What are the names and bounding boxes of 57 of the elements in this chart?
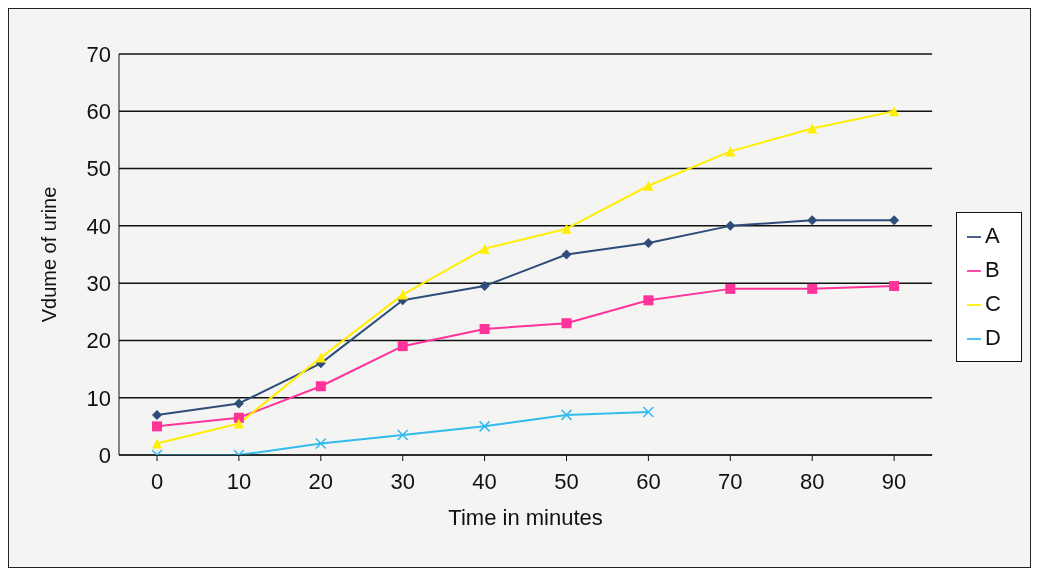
x-tick-label: 20: [308, 468, 334, 494]
point: [478, 420, 491, 433]
x-tick-label: 70: [718, 468, 743, 494]
y-tick-label: 0: [98, 442, 111, 468]
point: [152, 409, 162, 420]
point: [643, 180, 654, 191]
point: [561, 223, 572, 234]
point: [479, 281, 490, 292]
legend-label: C: [985, 291, 1001, 316]
point: [725, 220, 736, 231]
x-tick-label: 90: [881, 468, 907, 494]
y-axis-title: Vdume of urine: [38, 186, 61, 323]
y-tick-label: 60: [86, 99, 111, 125]
legend-label: D: [985, 325, 1001, 350]
point: [315, 352, 326, 363]
x-tick-label: 50: [554, 468, 579, 494]
legend-label: A: [985, 223, 1000, 248]
point: [315, 381, 326, 392]
point: [396, 429, 409, 441]
point: [642, 406, 655, 418]
point: [233, 398, 244, 409]
y-tick-label: 40: [86, 213, 111, 239]
point: [807, 123, 818, 134]
point: [315, 437, 327, 450]
point: [889, 215, 900, 226]
point: [152, 438, 162, 449]
point: [233, 418, 244, 429]
point: [807, 215, 818, 226]
x-tick-label: 30: [390, 468, 415, 494]
point: [397, 341, 408, 352]
point: [889, 106, 900, 117]
point: [560, 409, 573, 421]
point: [397, 289, 408, 300]
x-tick-label: 10: [226, 468, 252, 494]
point: [725, 146, 736, 157]
point: [479, 323, 490, 334]
point: [561, 318, 572, 329]
x-axis-title: Time in minutes: [448, 505, 603, 530]
point: [643, 238, 654, 249]
y-tick-label: 10: [86, 385, 111, 411]
point: [643, 295, 654, 306]
point: [233, 412, 244, 423]
point: [807, 283, 818, 294]
y-tick-label: 70: [86, 41, 111, 67]
x-tick-label: 80: [799, 468, 825, 494]
x-tick-label: 0: [150, 468, 164, 494]
y-tick-label: 50: [86, 156, 111, 182]
legend-label: B: [985, 257, 1000, 282]
point: [561, 249, 572, 260]
y-tick-label: 30: [86, 270, 111, 296]
y-tick-label: 20: [86, 328, 111, 354]
x-tick-label: 60: [636, 468, 661, 494]
point: [889, 281, 900, 292]
point: [479, 243, 490, 254]
x-tick-label: 40: [472, 468, 497, 494]
point: [152, 421, 162, 432]
point: [725, 283, 736, 294]
